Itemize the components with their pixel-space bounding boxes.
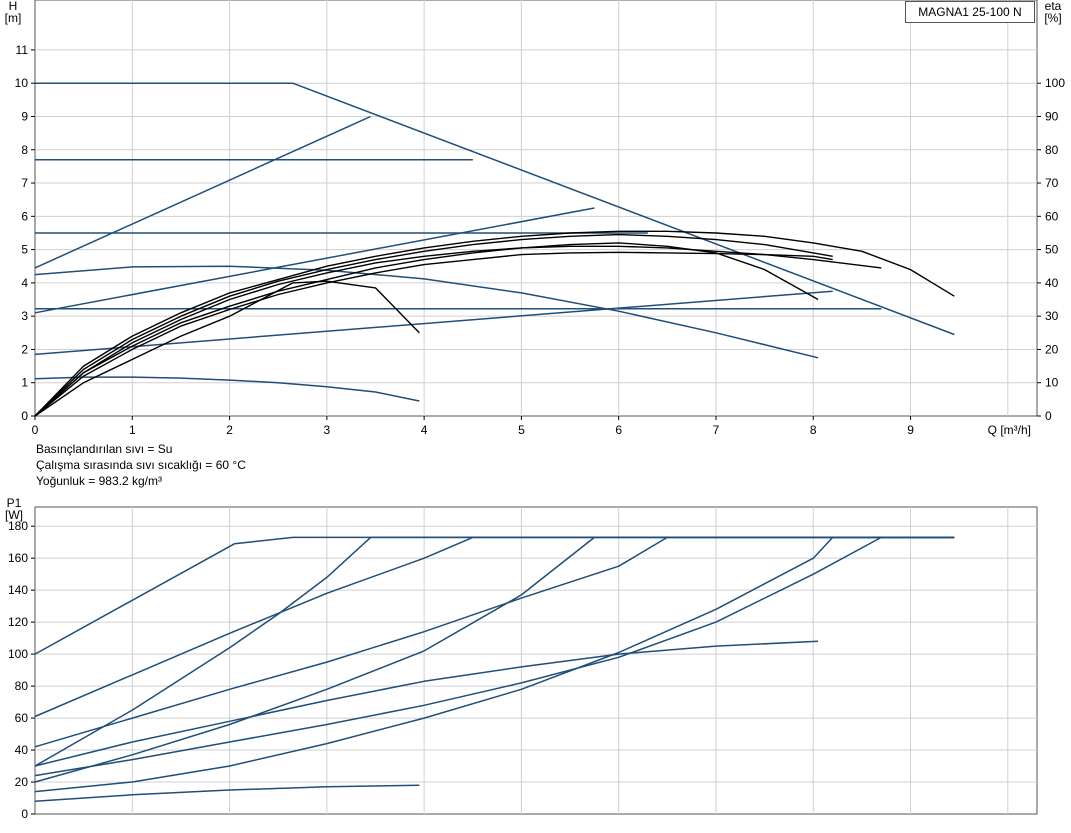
y-axis-label: [W] xyxy=(5,508,23,522)
y2-tick-label: 90 xyxy=(1045,109,1059,123)
model-label: MAGNA1 25-100 N xyxy=(905,1,1035,23)
x-tick-label: 0 xyxy=(32,423,39,437)
y2-tick-label: 40 xyxy=(1045,276,1059,290)
performance-curve-2 xyxy=(34,536,955,718)
x-tick-label: 1 xyxy=(129,423,136,437)
performance-curve-6 xyxy=(34,290,833,356)
y-tick-label: 20 xyxy=(15,775,29,789)
plot-frame xyxy=(34,506,1038,815)
y2-tick-label: 80 xyxy=(1045,143,1059,157)
y2-axis-label: eta xyxy=(1045,0,1062,13)
x-tick-label: 2 xyxy=(226,423,233,437)
plot-frame xyxy=(34,0,1038,417)
y2-tick-label: 0 xyxy=(1045,409,1052,423)
x-tick-label: 5 xyxy=(518,423,525,437)
x-tick-label: 9 xyxy=(907,423,914,437)
y-tick-label: 8 xyxy=(21,143,28,157)
performance-curve-0 xyxy=(35,82,955,336)
y2-tick-label: 60 xyxy=(1045,209,1059,223)
y-tick-label: 140 xyxy=(8,583,28,597)
performance-curve-8 xyxy=(34,784,420,802)
y-tick-label: 4 xyxy=(21,276,28,290)
y-axis-label: H xyxy=(9,0,18,13)
efficiency-curve-9 xyxy=(34,230,955,417)
y-tick-label: 160 xyxy=(8,551,28,565)
x-axis-label: Q [m³/h] xyxy=(988,423,1031,437)
y-tick-label: 120 xyxy=(8,615,28,629)
y2-tick-label: 70 xyxy=(1045,176,1059,190)
y-tick-label: 3 xyxy=(21,309,28,323)
x-tick-label: 8 xyxy=(810,423,817,437)
performance-curve-7 xyxy=(34,265,819,359)
y-axis-label: [m] xyxy=(5,11,22,25)
condition-temperature: Çalışma sırasında sıvı sıcaklığı = 60 °C xyxy=(36,458,246,472)
x-tick-label: 7 xyxy=(713,423,720,437)
y-tick-label: 40 xyxy=(15,743,29,757)
efficiency-curve-10 xyxy=(34,233,833,417)
y-axis-label: P1 xyxy=(7,496,22,510)
performance-curve-5 xyxy=(34,207,595,314)
y2-tick-label: 30 xyxy=(1045,309,1059,323)
performance-curve-6 xyxy=(34,536,955,777)
y-tick-label: 180 xyxy=(8,519,28,533)
condition-fluid: Basınçlandırılan sıvı = Su xyxy=(36,442,173,456)
head-efficiency-chart: 012345678910110102030405060708090100eta[… xyxy=(5,0,1065,437)
x-tick-label: 4 xyxy=(421,423,428,437)
performance-curve-8 xyxy=(34,376,420,402)
y-tick-label: 6 xyxy=(21,209,28,223)
y-tick-label: 11 xyxy=(16,43,29,57)
y2-axis-label: [%] xyxy=(1044,11,1061,25)
y2-tick-label: 10 xyxy=(1045,376,1059,390)
performance-curve-5 xyxy=(34,536,955,793)
y-tick-label: 100 xyxy=(8,647,28,661)
efficiency-curve-12 xyxy=(34,242,819,417)
performance-curve-3 xyxy=(34,536,955,783)
y-tick-label: 1 xyxy=(21,376,28,390)
y2-tick-label: 20 xyxy=(1045,342,1059,356)
y-tick-label: 5 xyxy=(21,243,28,257)
efficiency-curve-14 xyxy=(34,280,420,417)
condition-density: Yoğunluk = 983.2 kg/m³ xyxy=(36,474,162,488)
y2-tick-label: 100 xyxy=(1045,76,1065,90)
y-tick-label: 7 xyxy=(21,176,28,190)
performance-curve-4 xyxy=(34,536,955,748)
efficiency-curve-11 xyxy=(34,245,882,417)
power-chart: 0 20 40 60 80 100 120 140 160 180 P1[W] xyxy=(5,496,1038,821)
performance-curve-4 xyxy=(34,115,371,269)
y-tick-label: 2 xyxy=(21,342,28,356)
performance-curve-7 xyxy=(34,640,819,767)
x-tick-label: 3 xyxy=(324,423,331,437)
y-tick-label: 0 xyxy=(21,807,28,821)
x-tick-label: 6 xyxy=(615,423,622,437)
y-tick-label: 80 xyxy=(15,679,29,693)
y-tick-label: 10 xyxy=(15,76,29,90)
efficiency-curve-13 xyxy=(34,251,833,417)
y-tick-label: 0 xyxy=(21,409,28,423)
y2-tick-label: 50 xyxy=(1045,243,1059,257)
y-tick-label: 9 xyxy=(21,109,28,123)
y-tick-label: 60 xyxy=(15,711,29,725)
